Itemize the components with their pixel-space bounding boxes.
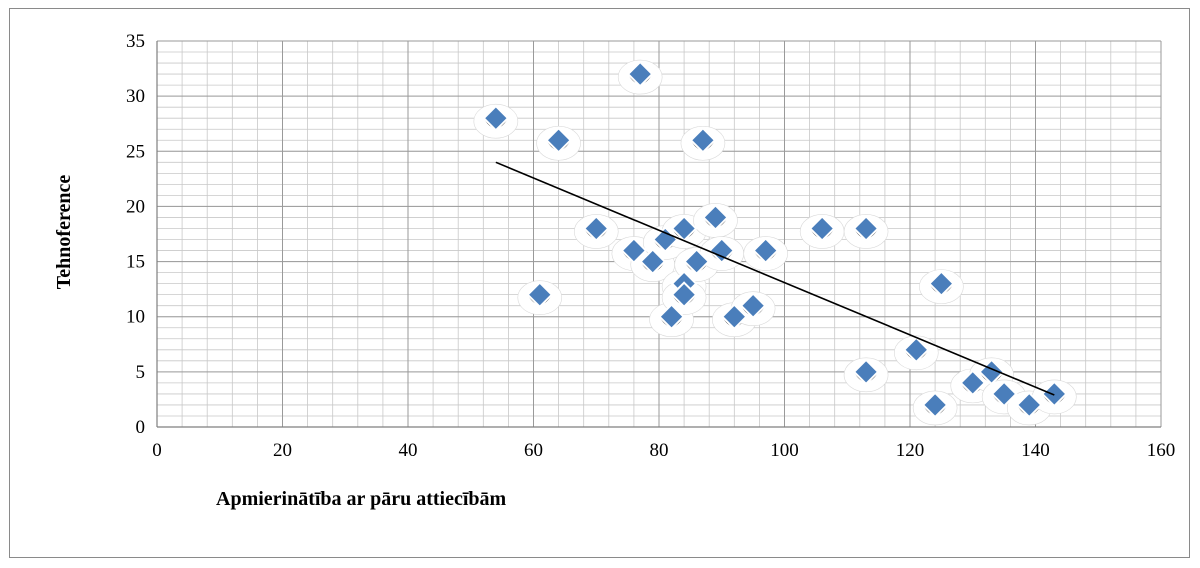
data-point — [658, 303, 685, 331]
x-tick-label: 60 — [524, 440, 543, 461]
data-point — [921, 391, 949, 419]
x-tick-label: 20 — [273, 440, 292, 461]
data-point — [702, 204, 729, 231]
data-point — [639, 248, 667, 275]
trendline — [495, 161, 1055, 396]
data-point — [902, 336, 930, 364]
y-tick-label: 25 — [126, 141, 145, 162]
data-point — [545, 126, 573, 154]
y-tick-label: 0 — [136, 417, 146, 438]
y-axis-title: Tehnoference — [53, 175, 75, 290]
x-tick-label: 120 — [896, 440, 925, 461]
data-point — [689, 126, 717, 154]
x-axis-title: Apmierinātība ar pāru attiecībām — [216, 488, 507, 510]
x-tick-label: 100 — [770, 440, 799, 461]
y-tick-label: 10 — [126, 307, 145, 328]
data-point — [927, 270, 955, 298]
x-tick-label: 80 — [650, 440, 669, 461]
data-point — [626, 60, 654, 88]
axes — [156, 41, 1161, 428]
data-point — [959, 369, 987, 397]
y-tick-label: 35 — [126, 31, 145, 52]
y-tick-label: 20 — [126, 196, 145, 217]
data-point — [990, 380, 1018, 408]
data-point — [670, 281, 698, 309]
y-tick-labels: 0 5 10 15 20 25 30 35 — [126, 31, 145, 438]
x-tick-label: 140 — [1021, 440, 1050, 461]
x-tick-labels: 0 20 40 60 80 100 120 140 160 — [152, 440, 1175, 461]
data-point — [482, 104, 510, 132]
y-tick-label: 15 — [126, 252, 145, 273]
x-tick-label: 0 — [152, 440, 162, 461]
data-point — [720, 303, 748, 331]
data-point — [852, 358, 880, 386]
data-point — [1040, 380, 1068, 408]
data-point — [526, 281, 554, 309]
data-point — [1015, 391, 1043, 419]
y-tick-label: 30 — [126, 86, 145, 107]
data-point — [683, 248, 711, 275]
x-tick-label: 160 — [1147, 440, 1176, 461]
chart-frame — [9, 8, 1190, 558]
data-point — [752, 237, 780, 264]
data-point — [852, 215, 880, 242]
x-tick-label: 40 — [399, 440, 418, 461]
y-tick-label: 5 — [136, 362, 146, 383]
data-point — [739, 292, 767, 320]
data-point — [582, 215, 610, 242]
data-point — [620, 237, 648, 264]
data-point — [708, 237, 736, 264]
data-point — [808, 215, 836, 242]
